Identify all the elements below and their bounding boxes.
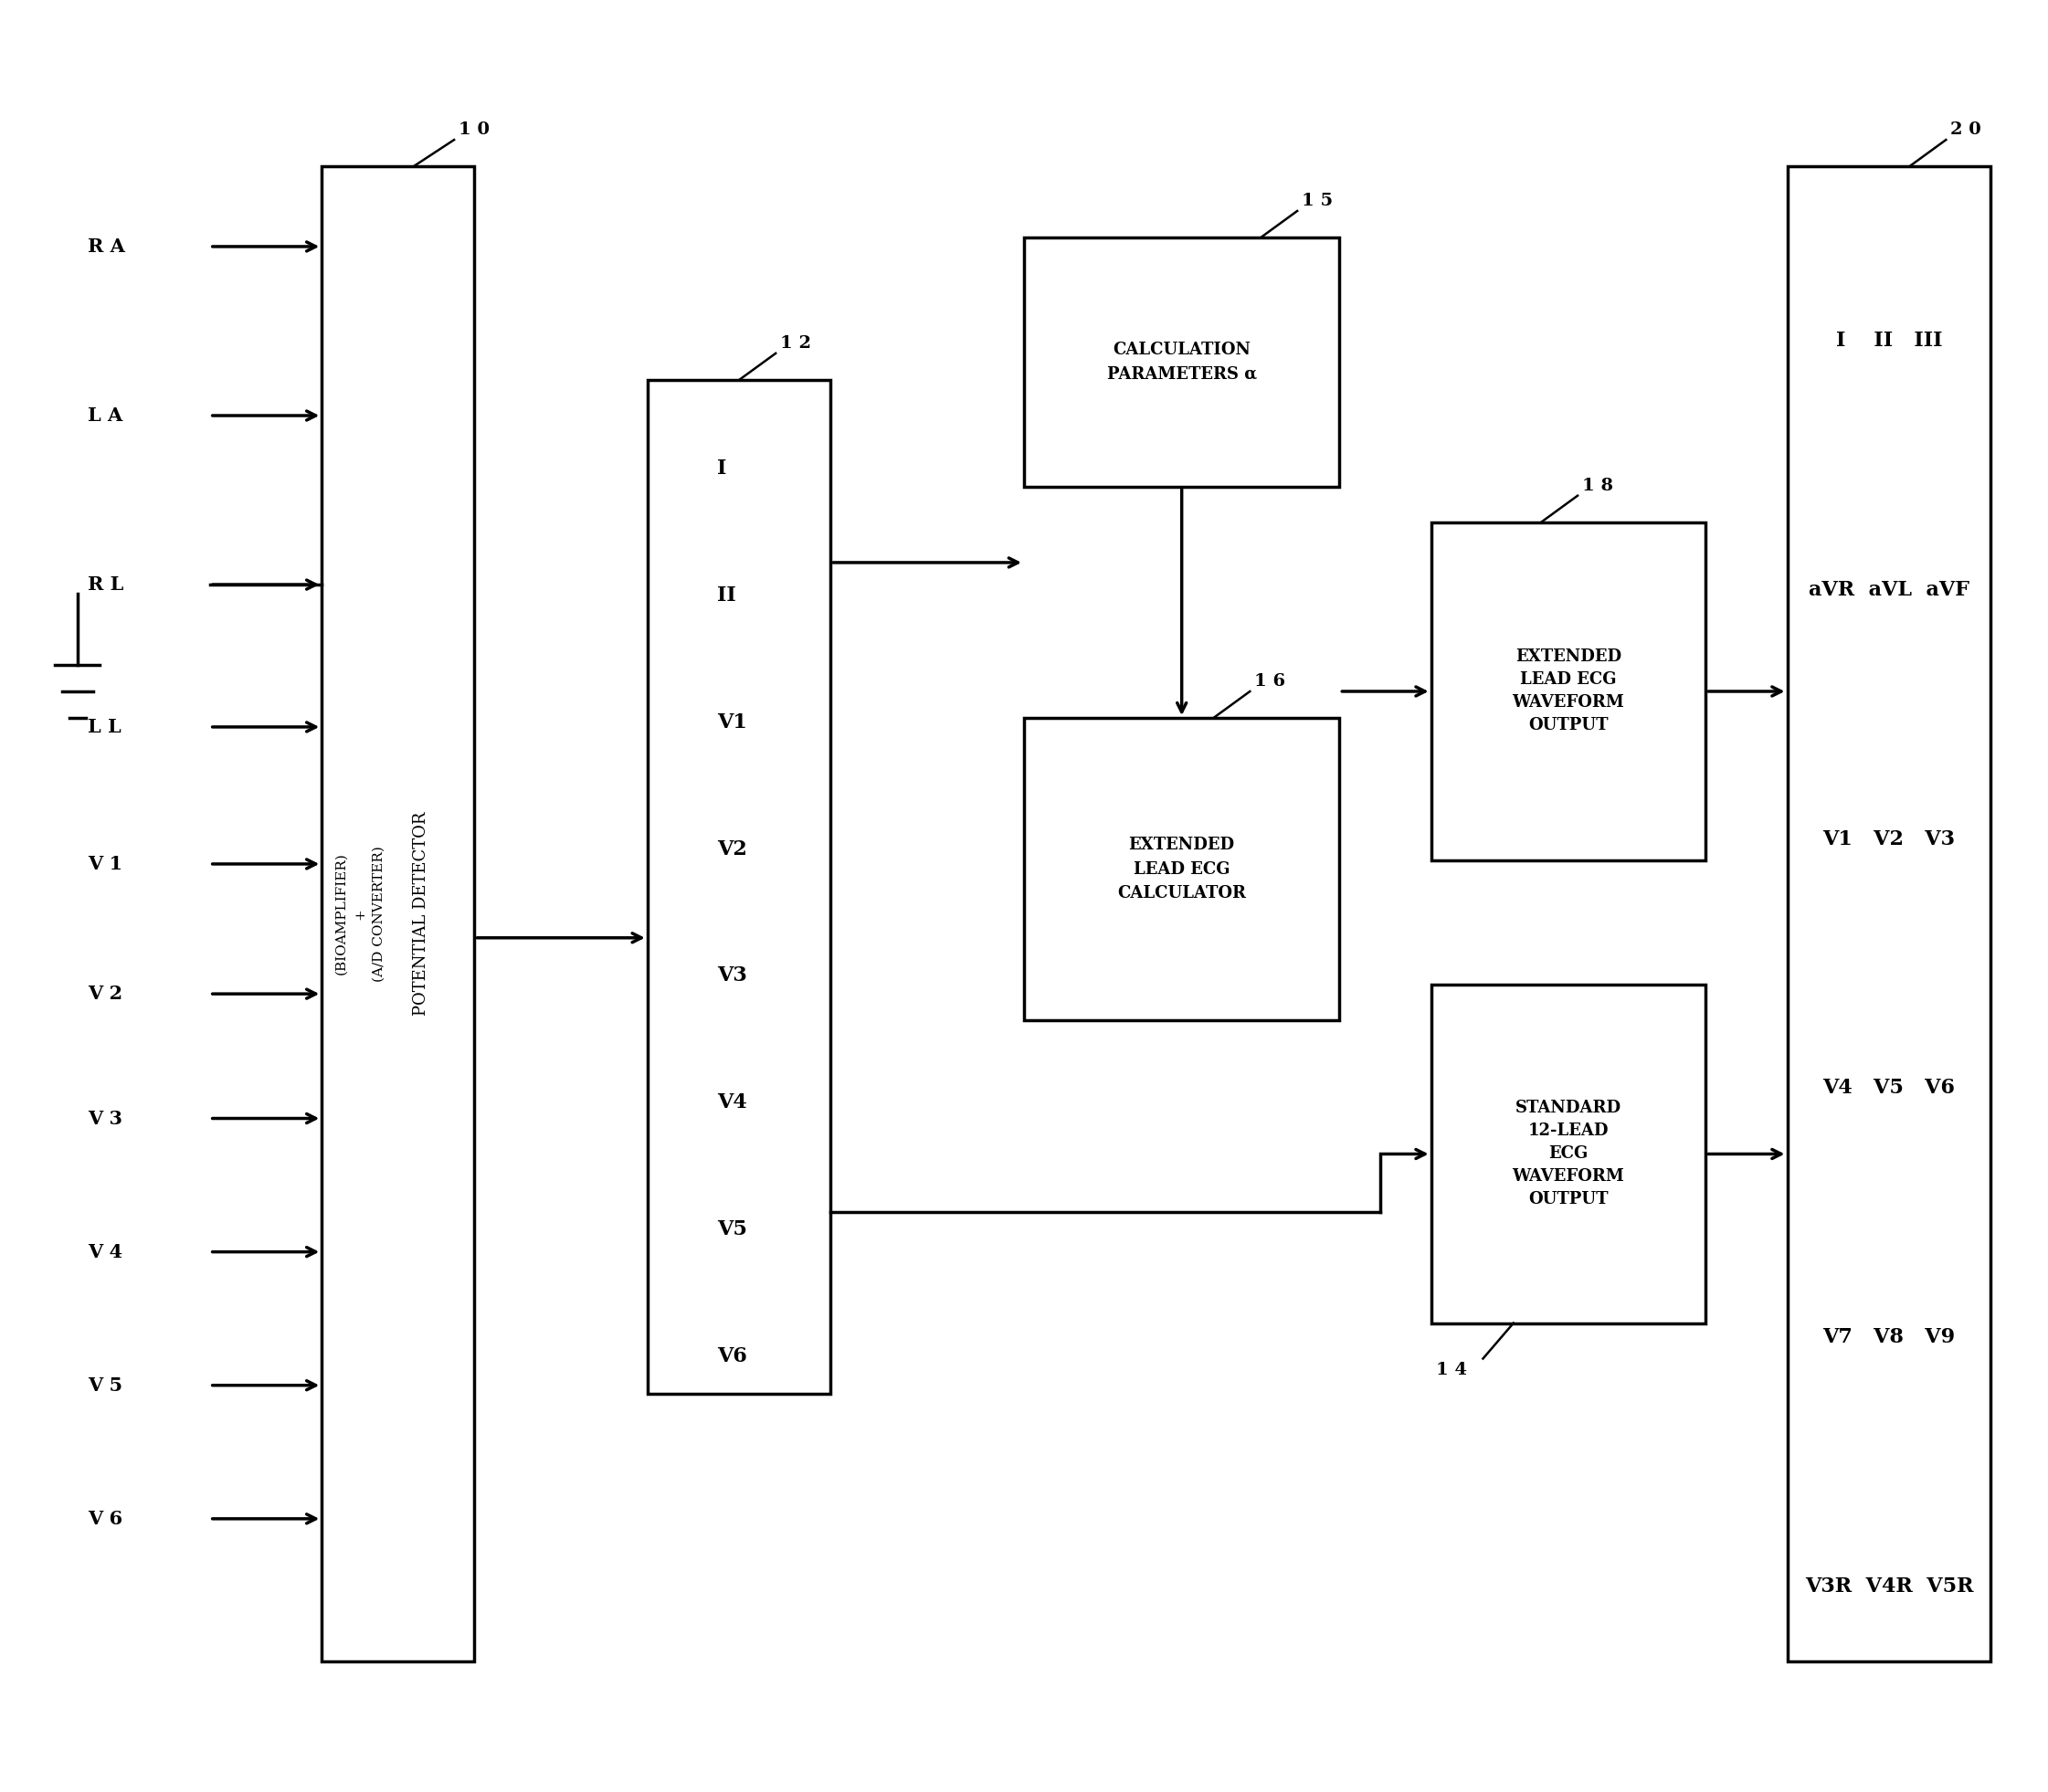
Text: (BIOAMPLIFIER)
+
(A/D CONVERTER): (BIOAMPLIFIER) + (A/D CONVERTER) — [334, 846, 385, 982]
Text: EXTENDED
LEAD ECG
WAVEFORM
OUTPUT: EXTENDED LEAD ECG WAVEFORM OUTPUT — [1511, 649, 1624, 735]
Text: 1 0: 1 0 — [459, 122, 489, 138]
Text: V6: V6 — [717, 1346, 748, 1366]
Bar — [322, 167, 475, 1661]
Text: 1 2: 1 2 — [780, 335, 811, 351]
Text: V7   V8   V9: V7 V8 V9 — [1823, 1328, 1956, 1348]
Text: 1 5: 1 5 — [1300, 194, 1333, 210]
Bar — [1432, 986, 1706, 1322]
Text: 1 6: 1 6 — [1253, 674, 1286, 690]
Text: V2: V2 — [717, 839, 748, 858]
Text: V1: V1 — [717, 711, 748, 733]
Text: V 5: V 5 — [88, 1376, 123, 1394]
Text: L A: L A — [88, 407, 123, 425]
Bar — [1788, 167, 1991, 1661]
Text: V4: V4 — [717, 1093, 748, 1113]
Text: I: I — [717, 459, 727, 478]
Text: 2 0: 2 0 — [1950, 122, 1980, 138]
Bar — [1024, 238, 1339, 487]
Text: aVR  aVL  aVF: aVR aVL aVF — [1808, 581, 1970, 600]
Text: V 2: V 2 — [88, 986, 123, 1004]
Text: 1 4: 1 4 — [1436, 1362, 1466, 1378]
Text: V5: V5 — [717, 1219, 748, 1240]
Text: I    II   III: I II III — [1835, 332, 1942, 351]
Text: R A: R A — [88, 237, 125, 256]
Text: CALCULATION
PARAMETERS α: CALCULATION PARAMETERS α — [1106, 342, 1257, 382]
Text: V 4: V 4 — [88, 1242, 123, 1262]
Text: II: II — [717, 586, 735, 606]
Text: R L: R L — [88, 575, 123, 593]
Text: V 3: V 3 — [88, 1109, 123, 1127]
Text: POTENTIAL DETECTOR: POTENTIAL DETECTOR — [414, 812, 430, 1016]
Bar — [1432, 521, 1706, 860]
Text: V4   V5   V6: V4 V5 V6 — [1823, 1079, 1956, 1098]
Text: V 6: V 6 — [88, 1509, 123, 1529]
Text: EXTENDED
LEAD ECG
CALCULATOR: EXTENDED LEAD ECG CALCULATOR — [1118, 837, 1245, 901]
Text: V3R  V4R  V5R: V3R V4R V5R — [1804, 1577, 1974, 1597]
Text: STANDARD
12-LEAD
ECG
WAVEFORM
OUTPUT: STANDARD 12-LEAD ECG WAVEFORM OUTPUT — [1511, 1100, 1624, 1208]
Text: 1 8: 1 8 — [1581, 477, 1612, 495]
Bar — [1024, 719, 1339, 1021]
Bar — [647, 380, 831, 1394]
Text: V3: V3 — [717, 966, 748, 986]
Text: V1   V2   V3: V1 V2 V3 — [1823, 830, 1956, 849]
Text: L L: L L — [88, 719, 121, 737]
Text: V 1: V 1 — [88, 855, 123, 873]
